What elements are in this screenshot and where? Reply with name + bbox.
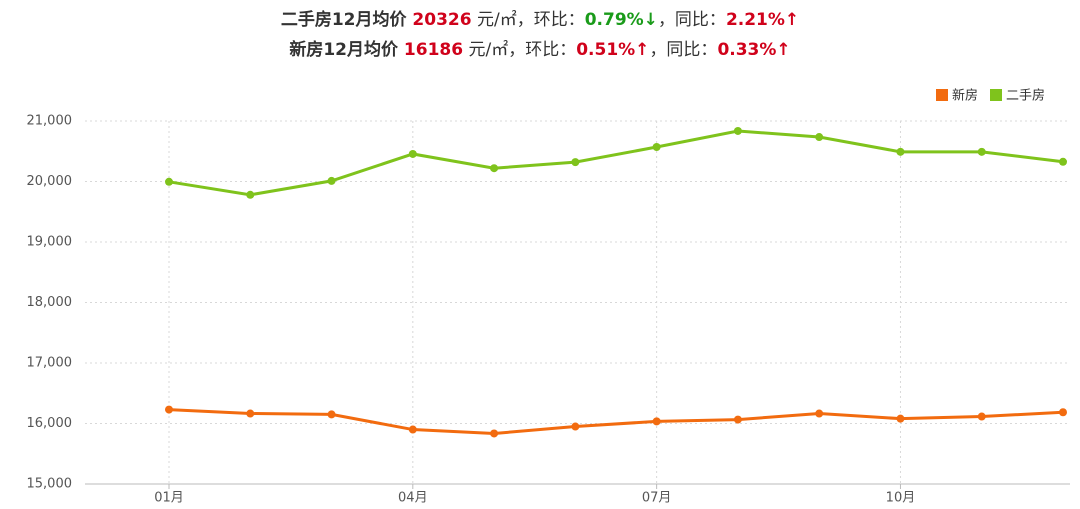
title-part: 新房12月均价: [289, 39, 404, 60]
data-point: [490, 164, 499, 173]
data-point: [165, 405, 173, 414]
data-point: [1059, 157, 1067, 166]
data-point: [652, 143, 661, 152]
y-tick-label: 21,000: [27, 114, 73, 129]
title-part: 0.51%↑: [576, 40, 649, 60]
chart-title: 新房12月均价 16186 元/㎡，环比：0.51%↑，同比：0.33%↑: [289, 39, 790, 60]
y-tick-label: 16,000: [27, 416, 73, 431]
data-point: [246, 409, 255, 418]
data-point: [977, 147, 986, 156]
chart-title: 二手房12月均价 20326 元/㎡，环比：0.79%↓，同比：2.21%↑: [281, 9, 799, 30]
title-part: 元/㎡，环比：: [463, 40, 576, 60]
x-tick-label: 07月: [642, 491, 672, 506]
data-point: [977, 412, 986, 421]
y-tick-label: 17,000: [27, 356, 73, 371]
title-part: 元/㎡，环比：: [472, 10, 585, 30]
series-line: [168, 129, 1064, 197]
data-point: [408, 425, 417, 434]
x-tick-label: 01月: [154, 491, 184, 506]
title-part: 20326: [412, 10, 471, 30]
data-point: [327, 410, 336, 419]
y-tick-label: 15,000: [27, 477, 73, 492]
title-part: 0.33%↑: [717, 40, 790, 60]
data-point: [571, 158, 580, 167]
data-point: [815, 133, 824, 142]
data-point: [246, 190, 255, 199]
title-part: 2.21%↑: [726, 10, 799, 30]
data-point: [490, 429, 499, 438]
data-point: [1059, 408, 1067, 417]
data-point: [896, 414, 905, 423]
y-tick-label: 19,000: [27, 235, 73, 250]
legend-swatch: [990, 89, 1002, 101]
data-point: [733, 126, 742, 135]
x-tick-label: 10月: [886, 491, 916, 506]
title-part: 0.79%↓: [585, 10, 658, 30]
x-tick-label: 04月: [398, 491, 428, 506]
data-point: [896, 147, 905, 156]
data-point: [408, 149, 417, 158]
legend-label: 二手房: [1006, 88, 1045, 104]
title-part: 16186: [404, 40, 463, 60]
data-point: [571, 422, 580, 431]
data-point: [165, 177, 173, 186]
data-point: [815, 409, 824, 418]
legend-swatch: [936, 89, 948, 101]
legend-label: 新房: [952, 88, 978, 104]
data-point: [733, 415, 742, 424]
title-part: 二手房12月均价: [281, 9, 413, 30]
series-line: [168, 408, 1064, 435]
data-point: [652, 417, 661, 426]
title-part: ，同比：: [649, 40, 717, 60]
data-point: [327, 176, 336, 185]
y-tick-label: 18,000: [27, 295, 73, 310]
y-tick-label: 20,000: [27, 174, 73, 189]
title-part: ，同比：: [658, 10, 726, 30]
